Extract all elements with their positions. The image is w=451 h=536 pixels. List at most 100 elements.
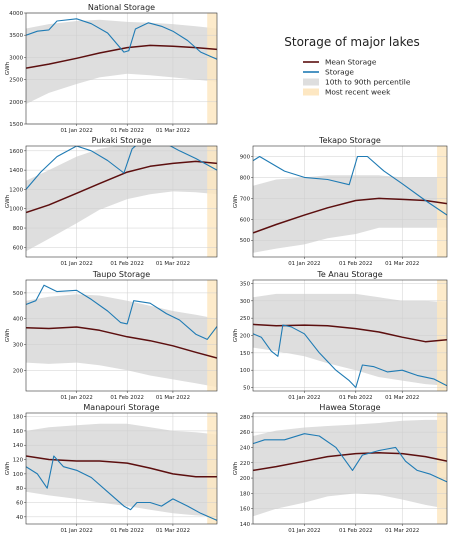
storage-line [253, 324, 447, 389]
hawea-storage-chart: 01 Jan 2022 01 Feb 2022 01 Mar 2022 140 160 1… [233, 403, 448, 534]
y-tick-label: 600 [13, 245, 24, 251]
x-tick-label: 01 Mar 2022 [156, 395, 190, 401]
plot-frame [252, 145, 448, 258]
recent-week-band [437, 146, 447, 257]
percentile-band [26, 146, 217, 252]
y-tick-label: 200 [240, 476, 251, 482]
y-axis-label: GWh [233, 328, 239, 342]
y-tick-label: 4000 [9, 11, 23, 17]
plot-frame [25, 145, 218, 258]
mean-storage-line [26, 326, 217, 359]
tekapo-storage-chart: 01 Jan 2022 01 Feb 2022 01 Mar 2022 500 600 7… [233, 136, 448, 267]
legend-swatch [303, 88, 319, 96]
manapouri-storage-chart: 01 Jan 2022 01 Feb 2022 01 Mar 2022 40 60 80 1… [5, 403, 218, 534]
y-tick-label: 180 [240, 491, 251, 497]
y-tick-label: 600 [240, 217, 251, 223]
x-tick-label: 01 Mar 2022 [385, 261, 419, 267]
y-tick-label: 2500 [9, 78, 23, 84]
x-tick-label: 01 Jan 2022 [288, 528, 320, 534]
plot-frame [25, 12, 218, 125]
y-tick-label: 1400 [9, 168, 23, 174]
y-tick-label: 400 [13, 317, 24, 323]
x-tick-label: 01 Mar 2022 [156, 128, 190, 134]
storage-line [253, 433, 447, 483]
chart-title: Manapouri Storage [83, 403, 159, 412]
percentile-band [26, 294, 217, 388]
x-tick-label: 01 Jan 2022 [60, 128, 92, 134]
x-tick-label: 01 Jan 2022 [288, 261, 320, 267]
y-tick-label: 120 [13, 458, 24, 464]
chart-title: Hawea Storage [319, 403, 380, 412]
te-anau-storage-chart: 01 Jan 2022 01 Feb 2022 01 Mar 2022 50 100 15… [233, 270, 448, 401]
storage-line [253, 155, 447, 216]
recent-week-band [437, 413, 447, 524]
y-tick-label: 1600 [9, 149, 23, 155]
y-tick-label: 280 [240, 415, 251, 421]
x-tick-label: 01 Jan 2022 [60, 395, 92, 401]
x-tick-label: 01 Jan 2022 [288, 395, 320, 401]
y-tick-label: 800 [13, 226, 24, 232]
y-tick-label: 1500 [9, 122, 23, 128]
x-tick-label: 01 Feb 2022 [339, 261, 373, 267]
x-tick-label: 01 Feb 2022 [110, 528, 144, 534]
y-tick-label: 180 [13, 415, 24, 421]
y-tick-label: 100 [240, 368, 251, 374]
legend-item-most-recent-week: Most recent week [303, 88, 391, 97]
y-tick-label: 300 [240, 299, 251, 305]
y-axis-label: GWh [5, 194, 11, 208]
y-tick-label: 200 [240, 334, 251, 340]
x-tick-label: 01 Mar 2022 [385, 395, 419, 401]
x-tick-label: 01 Jan 2022 [60, 261, 92, 267]
y-tick-label: 240 [240, 445, 251, 451]
legend-label: Most recent week [325, 88, 391, 97]
y-tick-label: 3000 [9, 55, 23, 61]
y-tick-label: 800 [240, 175, 251, 181]
y-tick-label: 900 [240, 154, 251, 160]
recent-week-band [207, 146, 217, 257]
y-tick-label: 350 [240, 281, 251, 287]
y-tick-label: 60 [16, 501, 23, 507]
legend-label: 10th to 90th percentile [325, 78, 411, 87]
y-tick-label: 250 [240, 316, 251, 322]
x-tick-label: 01 Mar 2022 [156, 528, 190, 534]
percentile-band [253, 175, 447, 253]
y-tick-label: 140 [240, 522, 251, 528]
y-tick-label: 220 [240, 461, 251, 467]
legend-label: Storage [325, 68, 354, 77]
national-storage-chart: 01 Jan 2022 01 Feb 2022 01 Mar 2022 1500 200… [5, 3, 218, 134]
plot-frame [25, 279, 218, 392]
y-axis-label: GWh [233, 461, 239, 475]
y-tick-label: 50 [243, 386, 250, 392]
percentile-band [253, 293, 447, 386]
y-tick-label: 160 [13, 429, 24, 435]
y-tick-label: 260 [240, 430, 251, 436]
plot-frame [25, 412, 218, 525]
x-tick-label: 01 Mar 2022 [385, 528, 419, 534]
y-tick-label: 80 [16, 486, 23, 492]
legend-item-storage: Storage [303, 68, 354, 77]
y-tick-label: 300 [13, 343, 24, 349]
storage-line [26, 18, 217, 60]
y-tick-label: 500 [13, 291, 24, 297]
y-tick-label: 200 [13, 368, 24, 374]
y-tick-label: 2000 [9, 100, 23, 106]
percentile-band [26, 423, 217, 517]
plot-frame [252, 412, 448, 525]
taupo-storage-chart: 01 Jan 2022 01 Feb 2022 01 Mar 2022 200 300 4… [5, 270, 218, 401]
y-tick-label: 500 [240, 238, 251, 244]
y-tick-label: 40 [16, 515, 23, 521]
recent-week-band [207, 13, 217, 124]
mean-storage-line [253, 452, 447, 472]
y-tick-label: 1200 [9, 187, 23, 193]
x-tick-label: 01 Jan 2022 [60, 528, 92, 534]
y-axis-label: GWh [5, 461, 11, 475]
figure-title: Storage of major lakes [284, 35, 419, 49]
legend-label: Mean Storage [325, 58, 377, 67]
recent-week-band [207, 413, 217, 524]
mean-storage-line [253, 197, 447, 234]
chart-title: Te Anau Storage [316, 270, 382, 279]
percentile-band [253, 419, 447, 517]
x-tick-label: 01 Feb 2022 [110, 261, 144, 267]
